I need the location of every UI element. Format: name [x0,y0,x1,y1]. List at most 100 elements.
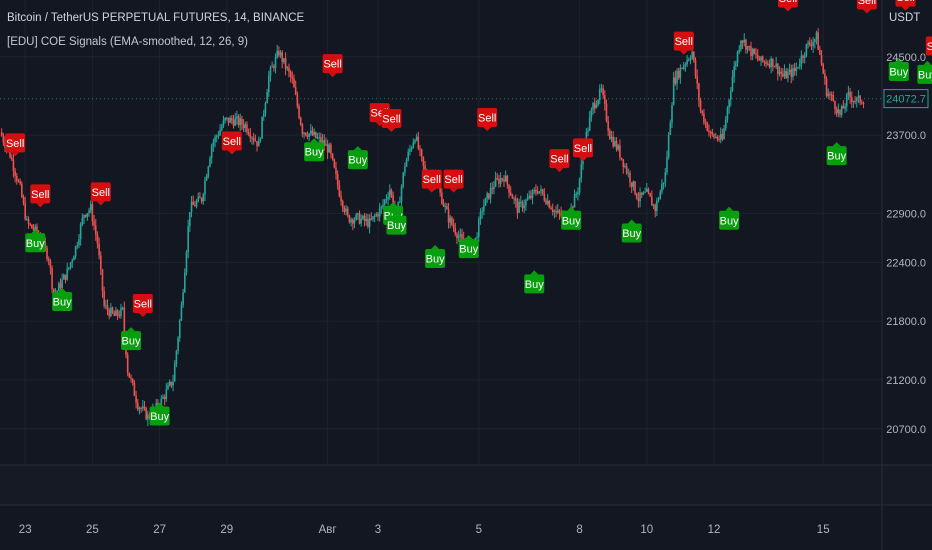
candle-body [108,310,110,317]
signal-text: Buy [305,147,324,159]
candle-body [155,402,158,409]
candle-body [842,106,845,109]
candle-body [81,217,84,225]
candle-body [814,39,816,43]
sell-signal-label: Sell [132,293,153,317]
candle-body [808,42,811,45]
price-tick-label: 22900.0 [886,208,926,220]
signal-text: Buy [150,411,169,423]
signal-pointer [155,402,164,407]
signal-pointer [578,157,587,162]
candle-body [612,136,614,147]
candle-body [481,211,483,213]
candle-body [498,178,500,184]
candle-body [478,219,480,237]
candle-body [308,133,310,138]
candle-body [254,140,257,142]
candle-body [46,247,48,260]
signal-pointer [389,201,398,206]
candle-body [667,134,670,158]
candle-body [728,99,730,108]
signal-text: Sell [927,41,932,53]
candle-body [178,320,181,338]
candle-body [247,132,250,135]
candle-body [619,145,621,158]
time-axis[interactable]: 23 25 27 29 Авг 3 5 8 10 12 15 [19,524,830,536]
price-axis[interactable]: 24500.0 23700.0 22900.0 22400.0 21800.0 21200… [0,52,929,436]
candle-body [84,214,87,217]
candle-body [69,262,72,268]
candle-body [273,66,275,69]
candle-body [748,46,751,48]
signal-text: Sell [134,298,152,310]
candle-body [352,219,354,224]
candle-body [703,113,705,123]
signal-pointer [392,211,401,216]
signal-text: Sell [550,154,568,166]
candle-body [205,176,208,181]
candle-body [629,172,631,183]
candle-body [388,189,391,198]
candle-body [602,88,604,96]
sell-signal-label: Sell [895,0,916,11]
candle-body [785,70,788,79]
candle-body [528,195,530,199]
candle-body [844,106,846,109]
candle-body [321,140,324,144]
candle-body [575,194,578,196]
time-tick-label: 27 [153,524,166,536]
signal-pointer [353,146,362,151]
candle-body [513,198,515,200]
sell-signal-label: Sell [221,131,242,155]
signal-pointer [96,201,105,206]
candle-body [138,408,141,410]
symbol-title[interactable]: Bitcoin / TetherUS PERPETUAL FUTURES, 14… [7,12,305,24]
candle-body [590,109,593,118]
candle-body [31,224,33,229]
candle-body [246,124,248,133]
candle-body [291,76,294,79]
candle-body [758,58,761,61]
candle-body [649,193,651,197]
candle-body [214,136,216,143]
candle-body [162,397,164,399]
candle-body [320,137,322,144]
candle-body [252,137,255,141]
signal-box [458,239,479,259]
candle-body [688,59,690,61]
candle-body [21,183,23,197]
candle-body [79,224,82,240]
candles [0,28,865,426]
indicator-pane [0,465,932,505]
signal-box [381,108,402,128]
candle-body [605,103,608,121]
signal-pointer [138,312,147,317]
buy-signal-label: Buy [719,206,740,230]
candle-body [743,39,746,43]
candle-body [530,195,532,199]
candle-body [120,307,122,317]
candle-body [501,178,504,180]
candle-body [792,68,794,77]
buy-signal-label: Buy [524,270,545,294]
candle-body [316,137,319,139]
candle-body [83,214,85,218]
candle-body [686,60,688,65]
candle-body [861,102,863,104]
candle-body [625,165,628,173]
candle-body [521,201,524,209]
indicator-title[interactable]: [EDU] COE Signals (EMA-smoothed, 12, 26,… [7,36,248,48]
signal-pointer [328,73,337,78]
candle-body [520,201,522,203]
time-tick-label: 5 [476,524,482,536]
candle-body [447,209,450,223]
signal-text: Sell [779,0,797,5]
candle-body [755,53,757,55]
candle-body [227,117,230,123]
candle-body [595,104,598,108]
candle-body [184,272,186,293]
time-tick-label: 23 [19,524,32,536]
candle-body [333,159,336,168]
signal-text: Sell [323,59,341,71]
